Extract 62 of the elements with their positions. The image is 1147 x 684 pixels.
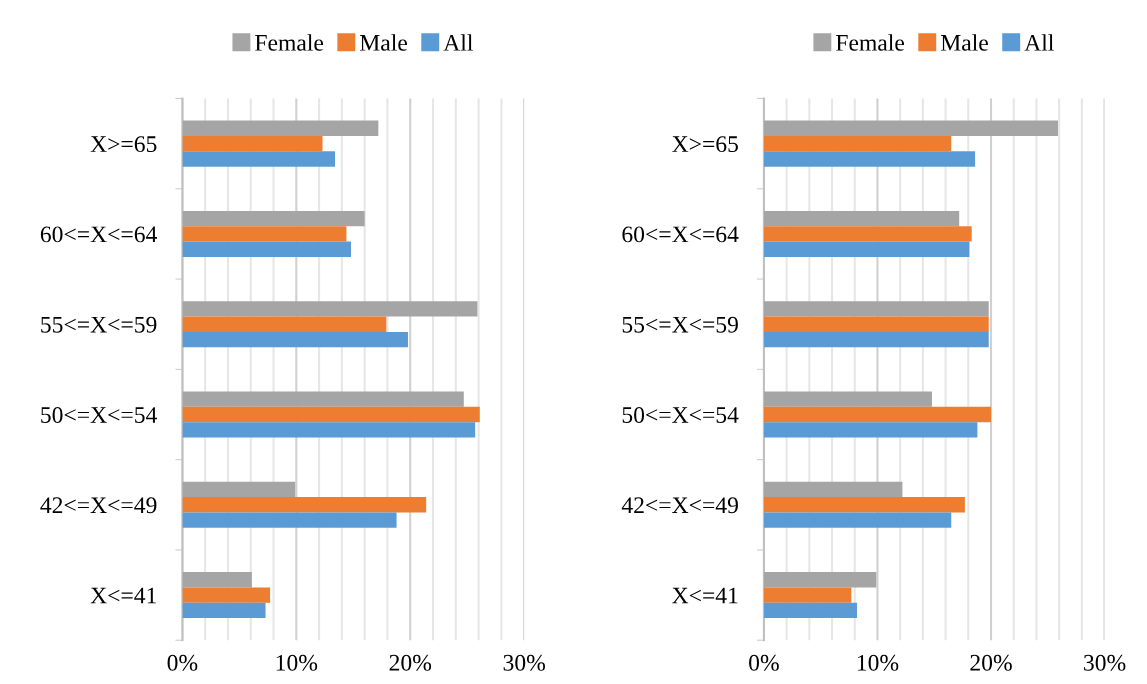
legend-label: All [1024,34,1054,51]
bar [763,497,965,513]
x-tick-label: 30% [503,654,546,671]
bar [182,316,387,332]
x-tick-label: 0% [749,654,779,671]
bar [182,512,397,528]
x-tick-label: 30% [1084,654,1126,671]
bar [763,572,877,588]
y-tick-label: 60<=X<=64 [40,226,158,243]
y-tick-label: 55<=X<=59 [622,316,738,333]
legend-label: Male [940,34,988,51]
bar [182,210,365,227]
y-tick-label: X>=65 [90,136,157,153]
bar [763,422,978,438]
bar [763,481,903,498]
bar [182,331,408,348]
y-tick-label: X<=41 [90,587,156,604]
x-tick-label: 10% [276,654,318,671]
legend-label: Female [836,34,905,51]
y-tick-label: 60<=X<=64 [622,226,739,243]
x-tick-label: 20% [389,654,432,671]
bar [763,331,989,348]
y-tick-label: 42<=X<=49 [40,497,157,514]
y-tick-label: 55<=X<=59 [41,316,157,333]
bar [763,151,976,167]
legend-label: Female [255,34,324,51]
bar [182,151,336,167]
bar [763,120,1058,136]
legend-label: All [443,34,473,51]
bar [763,602,858,619]
y-tick-label: 50<=X<=54 [41,406,158,423]
bar [182,391,464,407]
y-tick-label: 50<=X<=54 [622,406,739,423]
bar [763,135,952,152]
bar [182,241,351,257]
x-tick-label: 20% [970,654,1012,671]
bar [182,120,379,136]
x-tick-label: 10% [857,654,899,671]
y-tick-label: X<=41 [672,587,738,604]
bar [182,301,478,317]
y-tick-label: 42<=X<=49 [621,497,738,514]
bar [763,512,952,528]
bar [182,406,480,423]
bar [763,210,960,227]
bar [182,481,296,498]
bar [182,422,476,438]
bar [763,391,932,407]
y-tick-label: X>=65 [672,136,738,153]
bar [182,587,271,603]
bar [763,241,970,257]
legend-label: Male [359,34,407,51]
bar [763,316,989,332]
bar [763,301,989,317]
bar [182,226,347,242]
bar [763,406,992,423]
bar [763,587,852,603]
bar [182,497,427,513]
x-tick-label: 0% [167,654,198,671]
bar [182,602,266,619]
bar [182,135,323,152]
bar [763,226,972,242]
bar [182,572,252,588]
